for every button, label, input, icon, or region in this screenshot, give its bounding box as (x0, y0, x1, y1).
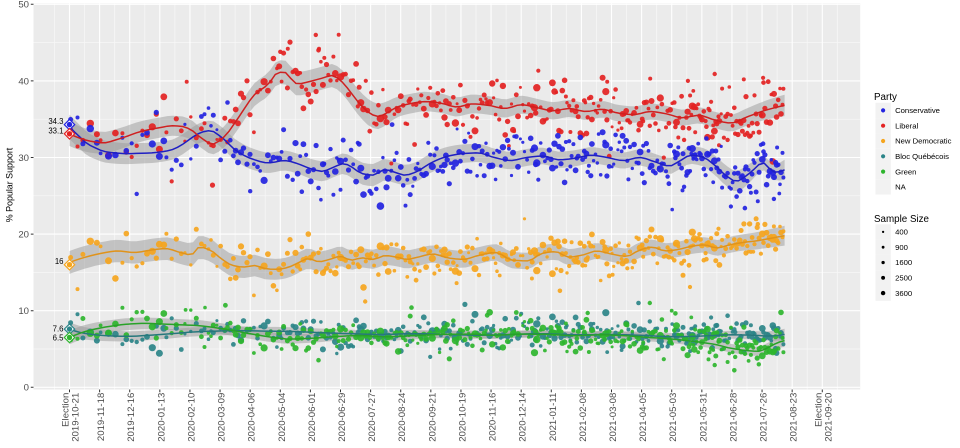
svg-text:34.3: 34.3 (48, 117, 63, 126)
svg-text:Election: Election (813, 393, 824, 427)
svg-text:6.5: 6.5 (53, 333, 65, 342)
svg-text:2020-08-24: 2020-08-24 (397, 392, 408, 442)
svg-text:2019-10-21: 2019-10-21 (71, 393, 82, 442)
svg-text:2020-11-16: 2020-11-16 (488, 393, 499, 441)
svg-text:Green: Green (895, 167, 916, 176)
svg-text:2021-02-08: 2021-02-08 (578, 393, 589, 442)
svg-text:2021-03-08: 2021-03-08 (608, 393, 619, 442)
svg-text:Party: Party (874, 92, 897, 103)
svg-text:Conservative: Conservative (895, 106, 940, 115)
svg-text:2500: 2500 (895, 274, 912, 283)
svg-text:2020-06-29: 2020-06-29 (337, 393, 348, 442)
svg-text:2020-03-09: 2020-03-09 (217, 393, 228, 442)
svg-text:400: 400 (895, 228, 908, 237)
svg-text:% Popular Support: % Popular Support (4, 147, 14, 222)
svg-text:2020-07-27: 2020-07-27 (367, 393, 378, 442)
svg-text:1600: 1600 (895, 258, 912, 267)
svg-text:2021-05-31: 2021-05-31 (698, 393, 709, 442)
svg-text:2020-01-13: 2020-01-13 (156, 393, 167, 442)
svg-text:Bloc Québécois: Bloc Québécois (895, 152, 949, 161)
svg-text:2020-05-04: 2020-05-04 (277, 392, 288, 442)
svg-text:2020-09-21: 2020-09-21 (427, 393, 438, 442)
svg-text:10: 10 (18, 306, 29, 317)
svg-text:2021-08-23: 2021-08-23 (789, 393, 800, 442)
svg-text:7.6: 7.6 (53, 325, 64, 334)
svg-text:20: 20 (18, 230, 29, 241)
svg-text:2020-02-10: 2020-02-10 (186, 393, 197, 442)
svg-text:2021-06-28: 2021-06-28 (728, 393, 739, 442)
svg-text:2021-09-20: 2021-09-20 (824, 393, 835, 442)
svg-text:16: 16 (55, 257, 64, 266)
svg-text:40: 40 (18, 76, 29, 87)
svg-text:NA: NA (895, 183, 907, 192)
svg-text:2021-07-26: 2021-07-26 (759, 393, 770, 442)
svg-text:Liberal: Liberal (895, 121, 918, 130)
svg-text:30: 30 (18, 153, 29, 164)
svg-text:Election: Election (61, 393, 72, 427)
svg-text:2021-04-05: 2021-04-05 (638, 393, 649, 442)
svg-text:2020-04-06: 2020-04-06 (247, 393, 258, 442)
svg-text:New Democratic: New Democratic (895, 137, 952, 146)
svg-text:2020-12-14: 2020-12-14 (518, 392, 529, 442)
svg-text:900: 900 (895, 243, 908, 252)
svg-text:2021-01-11: 2021-01-11 (548, 393, 559, 441)
svg-text:2019-11-18: 2019-11-18 (96, 393, 107, 441)
svg-text:2019-12-16: 2019-12-16 (126, 393, 137, 442)
svg-text:2020-06-01: 2020-06-01 (307, 393, 318, 442)
svg-text:3600: 3600 (895, 289, 912, 298)
svg-text:Sample Size: Sample Size (874, 214, 930, 225)
svg-text:0: 0 (24, 383, 29, 394)
svg-text:50: 50 (18, 0, 29, 11)
svg-text:2021-05-03: 2021-05-03 (668, 393, 679, 442)
svg-text:2020-10-19: 2020-10-19 (457, 393, 468, 442)
svg-text:33.1: 33.1 (48, 127, 63, 136)
